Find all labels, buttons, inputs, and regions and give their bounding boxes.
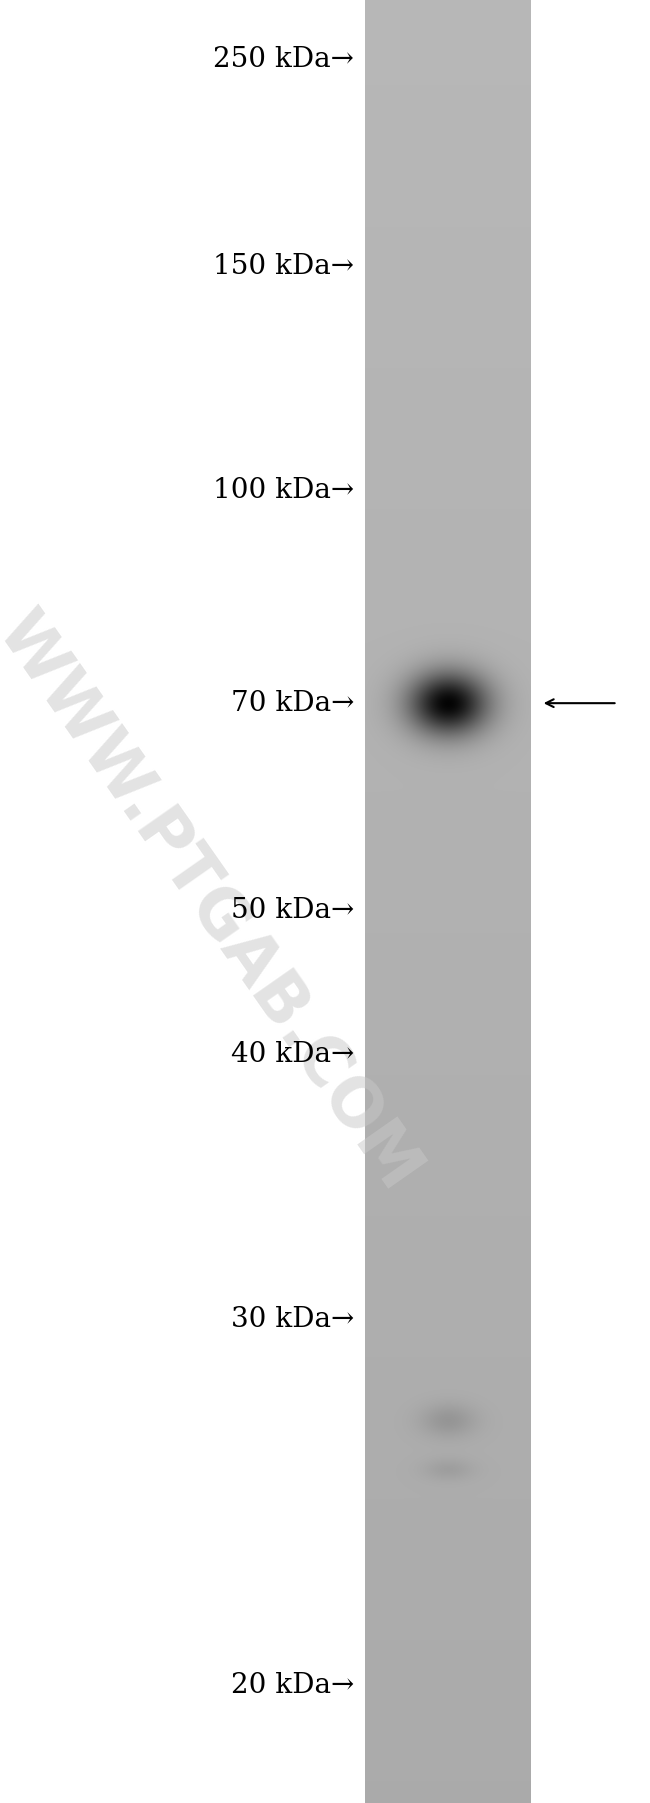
Text: 250 kDa→: 250 kDa→ xyxy=(213,47,354,72)
Text: 20 kDa→: 20 kDa→ xyxy=(231,1673,354,1698)
Text: 100 kDa→: 100 kDa→ xyxy=(213,478,354,503)
Text: WWW.PTGAB.COM: WWW.PTGAB.COM xyxy=(0,600,433,1203)
Text: 70 kDa→: 70 kDa→ xyxy=(231,691,354,716)
Text: 30 kDa→: 30 kDa→ xyxy=(231,1307,354,1332)
Text: 50 kDa→: 50 kDa→ xyxy=(231,898,354,923)
Text: 40 kDa→: 40 kDa→ xyxy=(231,1042,354,1067)
Text: 150 kDa→: 150 kDa→ xyxy=(213,254,354,279)
